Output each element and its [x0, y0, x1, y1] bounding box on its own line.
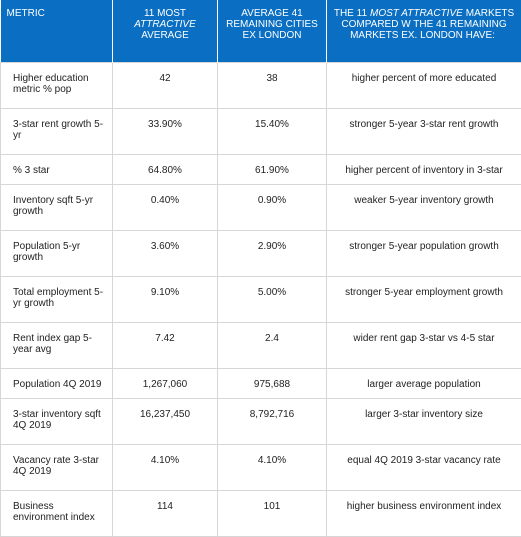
value-cell: 8,792,716: [217, 398, 327, 446]
table-row: 3-star inventory sqft 4Q 2019 16,237,450 8…: [0, 398, 521, 446]
header-text: AVERAGE: [141, 30, 189, 41]
metric-cell: % 3 star: [0, 153, 113, 186]
comparison-cell: stronger 5-year employment growth: [326, 276, 521, 323]
value-cell: 4.10%: [217, 444, 327, 492]
header-text: REMAINING CITIES: [226, 19, 318, 30]
table-row: Population 5-yr growth 3.60% 2.90% stronger…: [0, 230, 521, 278]
metric-cell: Population 4Q 2019: [0, 367, 113, 400]
table-row: % 3 star 64.80% 61.90% higher percent of in…: [0, 153, 521, 186]
comparison-cell: larger 3-star inventory size: [326, 398, 521, 446]
table-row: Total employment 5-yr growth 9.10% 5.00% st…: [0, 276, 521, 323]
comparison-cell: higher percent of more educated: [326, 62, 521, 109]
metric-cell: Business environment index: [0, 490, 113, 537]
comparison-cell: wider rent gap 3-star vs 4-5 star: [326, 321, 521, 369]
value-cell: 2.90%: [217, 230, 327, 278]
table-row: Population 4Q 2019 1,267,060 975,688 larger…: [0, 367, 521, 400]
table-row: Vacancy rate 3-star 4Q 2019 4.10% 4.10% equ…: [0, 444, 521, 492]
column-header: THE 11 MOST ATTRACTIVE MARKETS COMPARED W …: [326, 0, 521, 63]
comparison-cell: stronger 5-year 3-star rent growth: [326, 107, 521, 155]
metric-cell: Total employment 5-yr growth: [0, 276, 113, 323]
comparison-cell: stronger 5-year population growth: [326, 230, 521, 278]
value-cell: 61.90%: [217, 153, 327, 186]
value-cell: 3.60%: [112, 230, 218, 278]
value-cell: 2.4: [217, 321, 327, 369]
metric-cell: Inventory sqft 5-yr growth: [0, 184, 113, 232]
table-body: Higher education metric % pop 42 38 higher …: [0, 62, 521, 537]
comparison-cell: larger average population: [326, 367, 521, 400]
header-text: MARKETS COMPARED W THE 41 REMAINING MARK…: [341, 8, 515, 41]
value-cell: 5.00%: [217, 276, 327, 323]
header-text: MOST ATTRACTIVE: [370, 8, 463, 19]
value-cell: 0.40%: [112, 184, 218, 232]
value-cell: 7.42: [112, 321, 218, 369]
metric-cell: Vacancy rate 3-star 4Q 2019: [0, 444, 113, 492]
column-header: 11 MOST ATTRACTIVE AVERAGE: [112, 0, 218, 63]
value-cell: 975,688: [217, 367, 327, 400]
value-cell: 9.10%: [112, 276, 218, 323]
comparison-cell: weaker 5-year inventory growth: [326, 184, 521, 232]
header-text: EX LONDON: [242, 30, 302, 41]
table-row: Higher education metric % pop 42 38 higher …: [0, 62, 521, 109]
value-cell: 4.10%: [112, 444, 218, 492]
value-cell: 64.80%: [112, 153, 218, 186]
header-text: METRIC: [6, 8, 45, 19]
header-text: ATTRACTIVE: [134, 19, 196, 30]
value-cell: 42: [112, 62, 218, 109]
metric-cell: Rent index gap 5-year avg: [0, 321, 113, 369]
header-row: METRIC 11 MOST ATTRACTIVE AVERAGE AVERAGE 41…: [0, 0, 521, 63]
metric-cell: Population 5-yr growth: [0, 230, 113, 278]
header-text: AVERAGE 41: [241, 8, 303, 19]
value-cell: 101: [217, 490, 327, 537]
comparison-cell: higher percent of inventory in 3-star: [326, 153, 521, 186]
header-text: 11 MOST: [143, 8, 187, 19]
value-cell: 33.90%: [112, 107, 218, 155]
value-cell: 0.90%: [217, 184, 327, 232]
column-header: METRIC: [0, 0, 113, 63]
table-row: Inventory sqft 5-yr growth 0.40% 0.90% weak…: [0, 184, 521, 232]
header-text: THE 11: [333, 8, 368, 19]
value-cell: 16,237,450: [112, 398, 218, 446]
comparison-cell: higher business environment index: [326, 490, 521, 537]
value-cell: 38: [217, 62, 327, 109]
value-cell: 15.40%: [217, 107, 327, 155]
value-cell: 1,267,060: [112, 367, 218, 400]
value-cell: 114: [112, 490, 218, 537]
table-row: Rent index gap 5-year avg 7.42 2.4 wider re…: [0, 321, 521, 369]
metric-cell: Higher education metric % pop: [0, 62, 113, 109]
table-row: Business environment index 114 101 higher b…: [0, 490, 521, 537]
metric-cell: 3-star inventory sqft 4Q 2019: [0, 398, 113, 446]
column-header: AVERAGE 41 REMAINING CITIES EX LONDON: [217, 0, 327, 63]
table-row: 3-star rent growth 5-yr 33.90% 15.40% stron…: [0, 107, 521, 155]
comparison-cell: equal 4Q 2019 3-star vacancy rate: [326, 444, 521, 492]
metric-cell: 3-star rent growth 5-yr: [0, 107, 113, 155]
